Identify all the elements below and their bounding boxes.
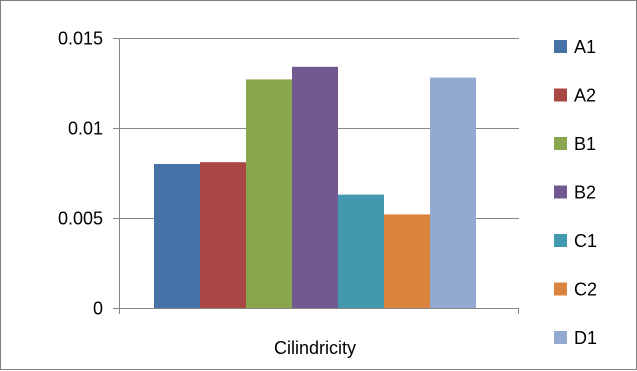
legend-swatch-a2 [554,88,567,102]
legend-swatch-b1 [554,137,567,150]
bar-b1 [246,79,292,309]
y-tick-labels: 0 0.005 0.01 0.015 [58,29,103,319]
legend-swatch-c1 [554,234,567,247]
legend-label-c1: C1 [574,231,597,251]
bars [154,66,476,309]
bar-a1 [154,164,200,308]
legend-label-b1: B1 [574,134,596,154]
y-tick-label: 0 [93,299,103,319]
y-tick-label: 0.005 [58,209,103,229]
legend-label-b2: B2 [574,183,596,203]
bar-c2 [384,214,430,308]
bar-b2 [292,66,338,308]
legend-label-d1: D1 [574,328,597,348]
legend-label-a2: A2 [574,86,596,106]
category-labels: Cilindricity [274,338,356,358]
axes [113,38,519,314]
y-tick-label: 0.01 [68,119,103,139]
legend-swatch-d1 [554,331,567,344]
legend-label-a1: A1 [574,37,596,57]
legend-label-c2: C2 [574,280,597,300]
legend-swatch-b2 [554,185,567,199]
y-tick-label: 0.015 [58,29,103,49]
legend-swatch-a1 [554,40,567,53]
bar-d1 [430,77,476,308]
legend: A1 A2 B1 B2 C1 C2 D1 [554,37,597,348]
legend-swatch-c2 [554,282,567,296]
bar-a2 [200,162,246,308]
bar-c1 [338,194,384,308]
category-label: Cilindricity [274,338,356,358]
